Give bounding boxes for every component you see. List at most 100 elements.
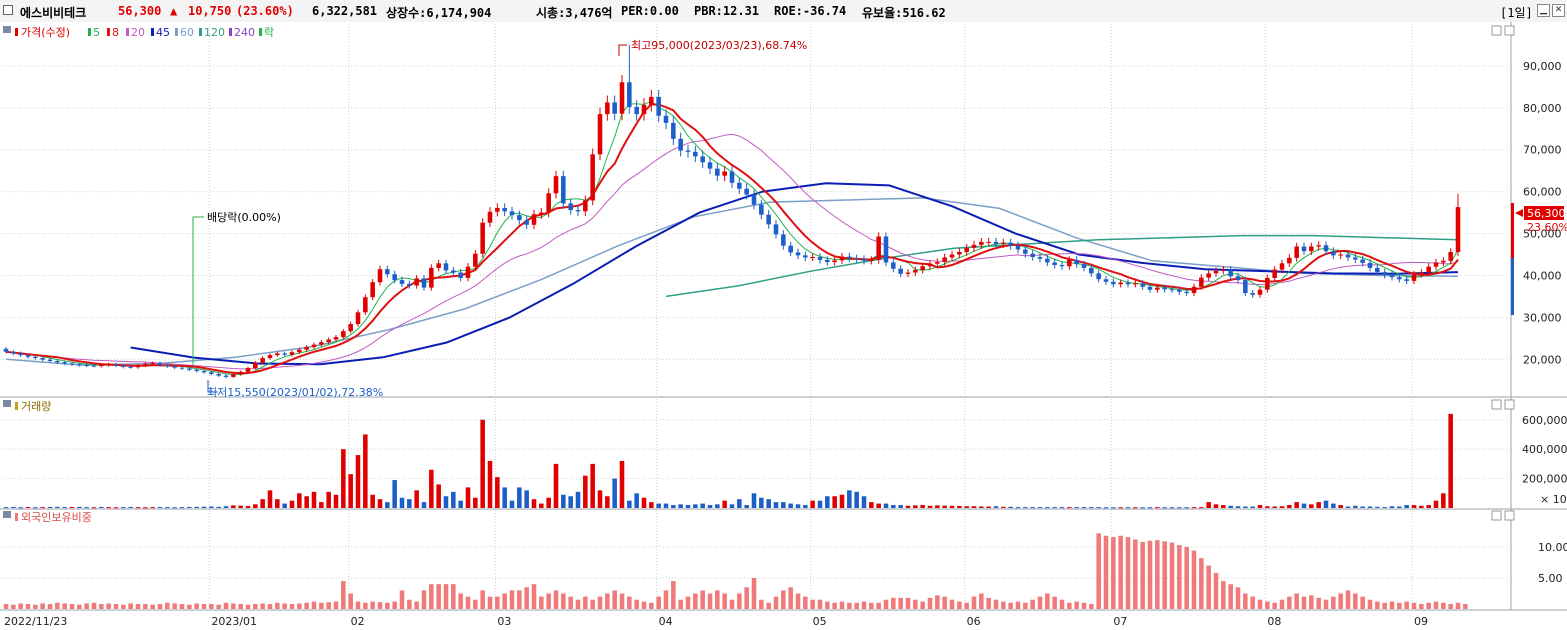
candle-body [1111,281,1116,285]
volume-bar [370,494,375,508]
minimize-icon[interactable]: ▁ [1537,4,1550,17]
foreign-ratio-bar [216,604,221,609]
volume-bar [377,499,383,508]
foreign-ratio-bar [1001,601,1006,609]
foreign-ratio-bar [546,593,551,609]
volume-bars [3,413,1453,509]
candle-body [1455,207,1461,252]
volume-bar [84,507,89,509]
price-panel-max-icon[interactable] [1491,25,1502,36]
volume-bar [363,434,368,508]
candle-body [1338,254,1343,256]
listed-shares: 상장수:6,174,904 [386,6,492,20]
legend-price-title: 가격(수정) [21,26,70,39]
foreign-ratio-bar [568,596,573,609]
period-selector[interactable]: [1일] [1500,6,1533,20]
candle-body [524,220,529,225]
foreign-ratio-bar [172,603,177,609]
candlesticks [3,44,1461,379]
foreign-ratio-bar [267,604,273,609]
foreign-ratio-bar [1367,599,1373,609]
foreign-ratio-bar [715,590,720,609]
candle-body [773,224,779,235]
foreign-ratio-bar [553,590,559,609]
candle-body [304,347,309,350]
foreign-ratio-bar [722,593,727,609]
candle-body [209,372,214,374]
foreign-ratio-bar [979,593,984,609]
foreign-ratio-bars [3,533,1468,609]
foreign-ratio-bar [671,581,676,609]
volume-bar [297,493,302,508]
price-panel-close-icon[interactable] [1504,25,1515,36]
foreign-ratio-bar [1206,565,1211,609]
volume-bar [583,475,588,508]
foreign-ratio-bar [414,601,419,609]
foreign-ratio-bar [524,587,529,609]
title-bar: 에스비비테크 56,300 ▲ 10,750 (23.60%) 6,322,58… [0,0,1567,23]
volume-bar [487,460,493,508]
candle-body [443,263,449,271]
volume-bar [751,493,757,508]
candle-body [597,114,603,155]
price-change-pct: (23.60%) [236,4,294,18]
volume-panel-max-icon[interactable] [1491,399,1502,410]
foreign-ratio-bar [993,599,999,609]
foreign-ratio-bar [832,602,837,609]
foreign-ratio-bar [1397,602,1402,609]
candle-body [619,82,625,114]
price-panel-icon[interactable] [3,26,11,33]
foreign-ratio-bar [1433,601,1439,609]
volume-panel-icon[interactable] [3,400,11,407]
select-checkbox[interactable] [3,5,13,15]
foreign-ratio-bar [91,602,97,609]
legend-ma240: 240 [234,26,255,39]
candle-body [1404,279,1409,281]
foreign-ratio-bar [458,593,463,609]
foreign-ratio-bar [282,603,287,609]
volume-bar [1360,506,1365,508]
candle-body [803,255,808,258]
foreign-ratio-bar [590,599,595,609]
foreign-ratio-bar [1250,596,1255,609]
foreign-ratio-bar [187,604,192,609]
candle-body [634,106,639,115]
foreign-ratio-bar [905,597,911,609]
volume-bar [781,502,786,508]
candle-body [1023,249,1028,254]
close-icon[interactable]: ✕ [1552,4,1565,17]
volume-panel-close-icon[interactable] [1504,399,1515,410]
per-value: PER:0.00 [621,4,679,18]
foreign-ratio-bar [443,584,449,609]
foreign-ratio-bar [1045,593,1050,609]
volume-bar [231,505,236,508]
candle-body [1052,262,1057,265]
foreign-ratio-bar [1309,595,1314,609]
foreign-ratio-bar [465,596,471,609]
foreign-ratio-bar [898,597,903,609]
foreign-ratio-bar [1067,602,1072,609]
candle-body [187,368,192,370]
foreign-panel-icon[interactable] [3,511,11,518]
candle-body [216,373,221,376]
candle-body [1309,246,1314,252]
volume-bar [1382,507,1387,509]
volume-bar [1206,502,1211,508]
foreign-ratio-bar [700,590,705,609]
foreign-ratio-bar [245,604,251,609]
candle-body [1037,257,1043,259]
candle-body [957,251,962,255]
legend-ma45: 45 [156,26,170,39]
volume-panel-title: 거래량 [21,400,51,413]
volume-bar [473,497,478,508]
annotations: 최고95,000(2023/03/23),68.74% 최저15,550(202… [192,39,807,399]
candle-body [267,355,273,359]
foreign-panel-max-icon[interactable] [1491,510,1502,521]
x-axis-label: 08 [1267,615,1281,628]
foreign-ratio-bar [377,602,383,609]
volume-bar [678,504,683,508]
volume-bar [40,507,45,509]
candle-body [1250,293,1255,295]
foreign-panel-close-icon[interactable] [1504,510,1515,521]
volume-axis-label: 200,000 [1522,473,1567,486]
